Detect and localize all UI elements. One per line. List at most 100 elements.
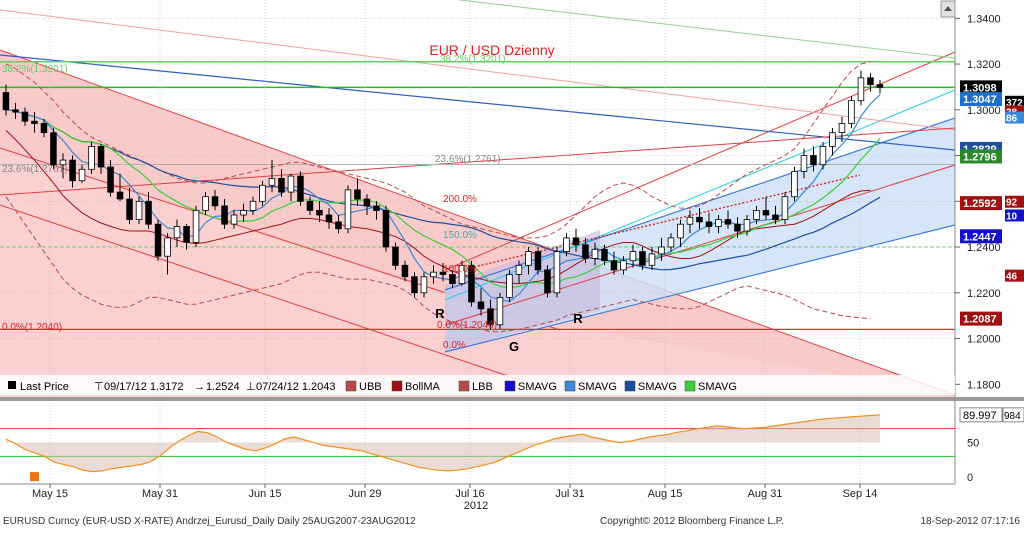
- candle-body: [354, 189, 361, 200]
- candle-body: [496, 296, 504, 326]
- fib-label: 38.2%(1.3201): [440, 54, 506, 65]
- candle-body: [762, 209, 770, 216]
- footer-security: EURUSD Curncy (EUR-USD X-RATE) Andrzej_E…: [3, 516, 416, 527]
- candle-body: [553, 251, 561, 294]
- candle-body: [772, 214, 779, 220]
- legend-swatch: [391, 380, 403, 392]
- x-tick-label: Jun 15: [248, 488, 281, 500]
- candle-body: [572, 237, 580, 246]
- candle-body: [183, 225, 190, 243]
- legend-swatch: [564, 380, 576, 392]
- fib-label: 0.0%: [443, 340, 466, 351]
- candle-body: [791, 171, 798, 198]
- candle-body: [363, 198, 371, 207]
- side-tag-label: 86: [1006, 114, 1018, 125]
- candle-body: [525, 251, 532, 266]
- candle-body: [145, 200, 152, 225]
- price-axis: [955, 0, 1024, 528]
- price-tag-bg: [960, 80, 1002, 95]
- candle-body: [715, 219, 722, 227]
- y-tick-label: 1.3200: [967, 59, 1001, 71]
- candle-body: [544, 269, 551, 294]
- legend: Last Price ⊤ 09/17/12 1.3172 → 1.2524 ⊥ 07/24/…: [8, 380, 737, 393]
- x-tick-label: May 31: [142, 488, 178, 500]
- candle-body: [21, 111, 29, 122]
- candle-body: [31, 120, 38, 124]
- side-tag-label: 10: [1006, 211, 1018, 222]
- price-tag-label: 1.2796: [963, 151, 997, 163]
- candle-body: [126, 198, 133, 221]
- candle-body: [629, 251, 637, 262]
- candles-layer: [2, 70, 884, 330]
- candle-body: [876, 84, 884, 88]
- candle-body: [705, 221, 713, 227]
- legend-label: BollMA: [405, 381, 441, 393]
- candle-body: [867, 77, 874, 86]
- candle-body: [686, 216, 694, 225]
- chevron-up-icon: [944, 6, 952, 11]
- fib-labels: 38.2%(1.3201) 38.2%(1.3201) 23.6%(1.2761) 2…: [2, 54, 506, 351]
- price-tags: 1.30981.30471.28291.27961.25921.24471.20…: [960, 80, 1024, 326]
- candle-body: [221, 205, 228, 225]
- candle-body: [420, 276, 428, 294]
- fib-label: 150.0%: [443, 230, 477, 241]
- side-tag-bg: [1005, 209, 1024, 222]
- candle-body: [135, 200, 143, 221]
- legend-swatch: [624, 380, 636, 392]
- price-tag-label: 1.2447: [963, 231, 997, 243]
- candle-body: [810, 155, 817, 166]
- price-tag-label: 1.3098: [963, 82, 997, 94]
- trend-blue: [0, 54, 956, 151]
- price-tag-bg: [960, 311, 1002, 326]
- candle-body: [563, 237, 570, 252]
- x-tick-label: Aug 15: [648, 488, 683, 500]
- osc-line: [5, 414, 881, 473]
- down-channel-top: [0, 49, 956, 396]
- x-tick-label: Jul 31: [555, 488, 584, 500]
- candle-body: [591, 248, 599, 259]
- smavg-slow-line: [5, 109, 881, 271]
- fib-label: 200.0%: [443, 194, 477, 205]
- candle-body: [753, 209, 760, 220]
- price-tag-bg: [960, 149, 1002, 164]
- legend-label: SMAVG: [518, 381, 557, 393]
- candle-body: [487, 308, 494, 326]
- candle-body: [382, 209, 390, 248]
- price-tag-bg: [960, 196, 1002, 211]
- price-tag-bg: [960, 229, 1002, 244]
- legend-low-icon: ⊥: [246, 381, 256, 393]
- candle-body: [601, 248, 608, 262]
- fib-label: 100.0%: [443, 264, 477, 275]
- candle-body: [278, 177, 285, 193]
- footer: [0, 512, 1024, 528]
- candle-body: [154, 223, 162, 257]
- candle-body: [620, 260, 627, 271]
- candle-body: [306, 200, 314, 211]
- price-tag-label: 1.2592: [963, 198, 997, 210]
- pane-divider[interactable]: [0, 397, 1024, 401]
- osc-marker: [30, 472, 39, 482]
- candle-body: [534, 251, 542, 271]
- legend-bg: [0, 375, 955, 395]
- legend-swatch: [8, 381, 16, 389]
- candle-body: [259, 184, 266, 202]
- pattern-label: G: [509, 339, 519, 354]
- candle-body: [88, 145, 95, 170]
- candle-body: [316, 209, 323, 216]
- candle-body: [838, 123, 846, 134]
- candle-body: [582, 244, 589, 259]
- legend-label: SMAVG: [638, 381, 677, 393]
- candle-body: [449, 274, 456, 285]
- candle-body: [69, 159, 76, 182]
- legend-label: SMAVG: [698, 381, 737, 393]
- candle-body: [658, 246, 665, 255]
- footer-copyright: Copyright© 2012 Bloomberg Finance L.P.: [600, 516, 784, 527]
- pattern-label: R: [573, 311, 583, 326]
- candle-body: [639, 251, 646, 266]
- smavg-green-line: [5, 109, 881, 289]
- candle-body: [230, 214, 238, 225]
- legend-label: 09/17/12 1.3172: [104, 381, 184, 393]
- legend-swatch: [345, 380, 357, 392]
- candle-body: [335, 221, 342, 230]
- y-tick-label: 1.1800: [967, 379, 1001, 391]
